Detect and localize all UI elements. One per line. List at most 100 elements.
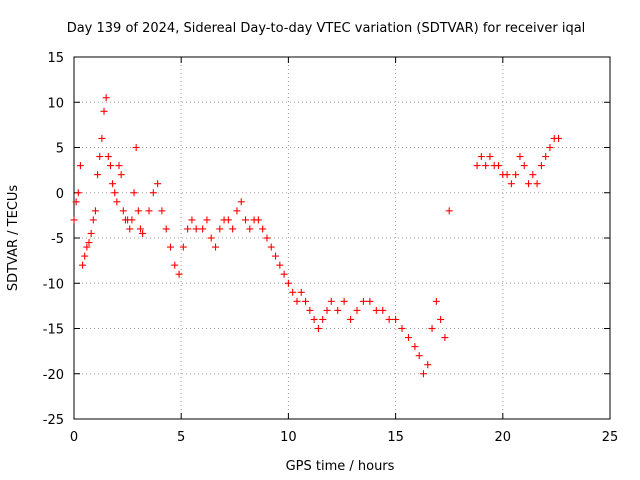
data-point [302, 297, 310, 305]
data-point [72, 198, 80, 206]
data-point [179, 243, 187, 251]
data-point [537, 162, 545, 170]
data-point [525, 180, 533, 188]
data-point [437, 315, 445, 323]
data-point [119, 207, 127, 215]
data-point [162, 225, 170, 233]
data-point [79, 261, 87, 269]
data-point [314, 325, 322, 332]
data-point [207, 234, 215, 242]
data-point [533, 180, 541, 188]
data-point [424, 361, 432, 369]
data-point [486, 153, 494, 161]
data-point [347, 315, 355, 323]
y-axis-label: SDTVAR / TECUs [6, 185, 21, 292]
data-point [340, 297, 348, 305]
data-point [267, 243, 275, 251]
x-tick-label: 25 [602, 430, 619, 445]
data-point [263, 234, 271, 242]
y-tick-label: 15 [47, 51, 64, 66]
data-point [259, 225, 267, 233]
data-point [136, 225, 144, 233]
data-point [104, 153, 112, 161]
data-point [199, 225, 207, 233]
data-point [98, 134, 106, 142]
data-point [280, 270, 288, 278]
x-axis-label: GPS time / hours [286, 459, 395, 474]
data-point [372, 306, 380, 314]
data-point [117, 171, 125, 179]
data-point [392, 315, 400, 323]
data-point [512, 171, 520, 179]
data-point [272, 252, 280, 260]
data-point [353, 306, 361, 314]
data-point [379, 306, 387, 314]
data-point [188, 216, 196, 224]
data-point [323, 306, 331, 314]
data-point [87, 229, 95, 237]
data-point [404, 334, 412, 342]
data-point [149, 189, 157, 197]
data-point [70, 216, 78, 224]
data-point [115, 162, 123, 170]
data-point [212, 243, 220, 251]
data-point [284, 279, 292, 287]
data-point [166, 243, 174, 251]
y-tick-label: -20 [43, 368, 64, 383]
data-point [81, 252, 89, 260]
data-point [385, 315, 393, 323]
data-point [293, 297, 301, 305]
data-point [432, 297, 440, 305]
axis-ticks: 0 5 10 15 20 25 -25 -20 -15 -10 -5 0 5 10 15 [43, 51, 619, 445]
x-tick-label: 10 [280, 430, 297, 445]
data-point [134, 207, 142, 215]
data-point [289, 288, 297, 296]
data-point [233, 207, 241, 215]
x-tick-label: 0 [70, 430, 78, 445]
data-point [83, 243, 91, 251]
data-point [89, 216, 97, 224]
data-point [203, 216, 211, 224]
y-tick-label: -25 [43, 413, 64, 428]
data-point [175, 270, 183, 278]
data-point [327, 297, 335, 305]
y-tick-label: 10 [47, 96, 64, 111]
data-point [237, 198, 245, 206]
data-point [130, 189, 138, 197]
data-point [555, 134, 563, 142]
data-point [91, 207, 99, 215]
y-tick-label: -5 [51, 232, 64, 247]
data-point [76, 162, 84, 170]
data-point [419, 370, 427, 378]
data-point [507, 180, 515, 188]
data-point [503, 171, 511, 179]
data-point [94, 171, 102, 179]
data-point [74, 189, 82, 197]
x-tick-label: 5 [177, 430, 185, 445]
data-point [242, 216, 250, 224]
data-point [224, 216, 232, 224]
data-point [106, 162, 114, 170]
data-point [139, 229, 147, 237]
y-tick-label: -15 [43, 323, 64, 338]
data-point [520, 162, 528, 170]
data-point [276, 261, 284, 269]
data-point [334, 306, 342, 314]
data-point [96, 153, 104, 161]
data-points [70, 94, 563, 378]
data-point [145, 207, 153, 215]
data-point [171, 261, 179, 269]
data-point [132, 144, 140, 151]
data-point [398, 325, 406, 332]
x-tick-label: 20 [495, 430, 512, 445]
data-point [495, 162, 503, 170]
y-tick-label: 5 [56, 142, 64, 157]
data-point [516, 153, 524, 161]
data-point [297, 288, 305, 296]
data-point [359, 297, 367, 305]
data-point [441, 334, 449, 342]
data-point [254, 216, 262, 224]
data-point [415, 352, 423, 360]
data-point [411, 343, 419, 351]
